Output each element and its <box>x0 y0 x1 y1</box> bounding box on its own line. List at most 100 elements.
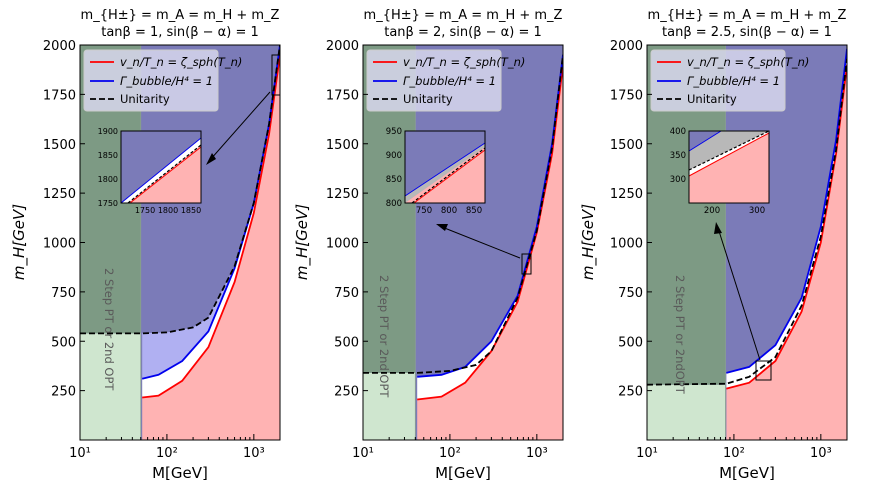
panel-2-inset-xtick-3: 850 <box>466 206 482 216</box>
panel-1-ytick-label: 1750 <box>43 88 76 103</box>
panel-2-ytick-label: 2000 <box>326 39 359 54</box>
panel-3-unitarity-line <box>647 58 847 386</box>
panel-2-zoom-box <box>521 253 532 275</box>
panel-1-yticks: 250 500 750 1000 1250 1500 1750 2000 <box>43 39 85 400</box>
panel-3-bubble-line <box>726 48 847 374</box>
panel-3-inset: 300 350 400 200 300 <box>670 127 770 216</box>
panel-3-ytick-label: 1500 <box>610 138 643 153</box>
panel-2-inset-ytick-2: 850 <box>386 175 402 185</box>
panel-3-red-region <box>726 64 847 440</box>
panel-2-ytick-label: 750 <box>334 286 359 301</box>
panel-1-xlabel: M[GeV] <box>152 464 208 482</box>
panel-2: m_{H±} = m_A = m_H + m_Z tanβ = 2, sin(β… <box>293 8 564 482</box>
panel-2-legend-label-3: Unitarity <box>403 92 453 106</box>
panel-1-inset-ytick-2: 1800 <box>98 175 118 184</box>
panel-1-legend: v_n/T_n = ζ_sph(T_n) Γ_bubble/H⁴ = 1 Uni… <box>83 49 242 112</box>
panel-3-title-line2: tanβ = 2.5, sin(β − α) = 1 <box>662 25 832 40</box>
panel-1-xtick-label: 10³ <box>243 446 265 461</box>
panel-1-legend-label-2: Γ_bubble/H⁴ = 1 <box>120 74 213 88</box>
panel-1-title-line2: tanβ = 1, sin(β − α) = 1 <box>101 25 259 40</box>
panel-3-ytick-label: 2000 <box>610 39 643 54</box>
panel-2-green-band-lower <box>363 372 416 440</box>
panel-3-ytick-label: 1250 <box>610 187 643 202</box>
panel-2-title-line1: m_{H±} = m_A = m_H + m_Z <box>364 8 563 23</box>
panel-1-light-blue-region <box>142 45 280 379</box>
panel-1-ytick-label: 1250 <box>43 187 76 202</box>
panel-2-ytick-label: 1000 <box>326 237 359 252</box>
panel-3-ytick-label: 1000 <box>610 237 643 252</box>
panel-1-band-label: 2 Step PT or 2nd OPT <box>102 268 116 391</box>
panel-3-legend-label-1: v_n/T_n = ζ_sph(T_n) <box>687 55 809 69</box>
panel-2-arrow <box>441 226 521 259</box>
panel-2-inset-ytick-3: 900 <box>386 151 402 161</box>
panel-2-inset-ytick-4: 950 <box>386 127 402 137</box>
panel-3-inset-blue-line <box>688 130 722 152</box>
panel-1-green-band-lower <box>80 333 141 440</box>
panel-2-band-label: 2 Step PT or 2nd OPT <box>377 275 391 398</box>
panel-3-legend-label-2: Γ_bubble/H⁴ = 1 <box>687 74 780 88</box>
panel-2-inset-red-line <box>413 149 486 204</box>
panel-1-arrow <box>209 91 271 161</box>
panel-1-inset-xtick-1: 1750 <box>135 206 155 215</box>
panel-2-inset-dashed-line <box>411 147 486 204</box>
panel-2-xtick-label: 10¹ <box>352 446 374 461</box>
panel-3: m_{H±} = m_A = m_H + m_Z tanβ = 2.5, sin… <box>579 8 848 482</box>
panel-1-ytick-label: 1500 <box>43 138 76 153</box>
panel-3-inset-ytick-3: 400 <box>670 127 686 137</box>
panel-2-ytick-label: 500 <box>334 335 359 350</box>
panel-1-ytick-label: 2000 <box>43 39 76 54</box>
panel-1-inset-blue-line <box>120 137 202 204</box>
panel-3-ylabel: m_H[GeV] <box>579 204 598 280</box>
panel-2-xtick-label: 10³ <box>526 446 548 461</box>
panel-2-ytick-label: 1250 <box>326 187 359 202</box>
panel-2-xtick-label: 10² <box>439 446 461 461</box>
panel-1-ytick-label: 250 <box>51 385 76 400</box>
panel-2-ylabel: m_H[GeV] <box>293 204 312 280</box>
panel-1: m_{H±} = m_A = m_H + m_Z tanβ = 1, sin(β… <box>10 8 281 482</box>
panel-3-inset-red-line <box>688 132 770 177</box>
panel-1-inset-dashed-line <box>127 144 202 204</box>
panel-3-ytick-label: 750 <box>618 286 643 301</box>
panel-2-ytick-label: 1750 <box>326 88 359 103</box>
panel-3-ytick-label: 500 <box>618 335 643 350</box>
panel-3-zoom-box <box>755 360 772 381</box>
panel-3-inset-xtick-2: 300 <box>749 206 765 216</box>
panel-3-legend: v_n/T_n = ζ_sph(T_n) Γ_bubble/H⁴ = 1 Uni… <box>650 49 809 112</box>
panel-2-arrowhead <box>436 224 448 231</box>
panel-3-legend-label-3: Unitarity <box>687 92 737 106</box>
panel-2-inset-xtick-1: 750 <box>416 206 432 216</box>
panel-1-unitarity-line <box>80 45 280 335</box>
panel-1-inset-xtick-2: 1800 <box>158 206 178 215</box>
panel-1-ytick-label: 1000 <box>43 237 76 252</box>
panel-2-inset: 800 850 900 950 750 800 850 <box>386 127 486 216</box>
panel-3-ytick-label: 1750 <box>610 88 643 103</box>
panel-1-inset-ytick-1: 1750 <box>98 199 118 208</box>
panel-2-title-line2: tanβ = 2, sin(β − α) = 1 <box>384 25 542 40</box>
panel-3-inset-ytick-2: 350 <box>670 151 686 161</box>
panel-1-legend-label-3: Unitarity <box>120 92 170 106</box>
panel-2-inset-ytick-1: 800 <box>386 199 402 209</box>
panel-1-title-line1: m_{H±} = m_A = m_H + m_Z <box>81 8 280 23</box>
panel-1-ytick-label: 500 <box>51 335 76 350</box>
panel-1-inset-ytick-4: 1900 <box>98 127 118 136</box>
panel-2-ytick-label: 1500 <box>326 138 359 153</box>
panel-1-red-region <box>142 54 280 440</box>
panel-1-inset-red-line <box>129 146 202 204</box>
panel-3-arrowhead <box>714 222 722 234</box>
panel-3-ytick-label: 250 <box>618 385 643 400</box>
panel-1-xticks: 10¹ 10² 10³ <box>69 434 265 461</box>
panel-3-sphaleron-line <box>726 64 847 390</box>
panel-2-red-region <box>417 64 563 440</box>
panel-3-xticks: 10¹ 10² 10³ <box>636 434 832 461</box>
panel-1-inset-xtick-3: 1850 <box>181 206 201 215</box>
panel-3-xtick-label: 10³ <box>810 446 832 461</box>
panel-1-xtick-label: 10¹ <box>69 446 91 461</box>
panel-2-legend: v_n/T_n = ζ_sph(T_n) Γ_bubble/H⁴ = 1 Uni… <box>366 49 525 112</box>
panel-2-inset-xtick-2: 800 <box>441 206 457 216</box>
panel-3-xtick-label: 10¹ <box>636 446 658 461</box>
panel-3-inset-xtick-1: 200 <box>704 206 720 216</box>
panel-1-inset-ytick-3: 1850 <box>98 151 118 160</box>
panel-1-arrowhead <box>206 153 216 165</box>
panel-3-band-label: 2 Step PT or 2ndOPT <box>673 275 687 395</box>
panel-1-ylabel: m_H[GeV] <box>10 204 29 280</box>
